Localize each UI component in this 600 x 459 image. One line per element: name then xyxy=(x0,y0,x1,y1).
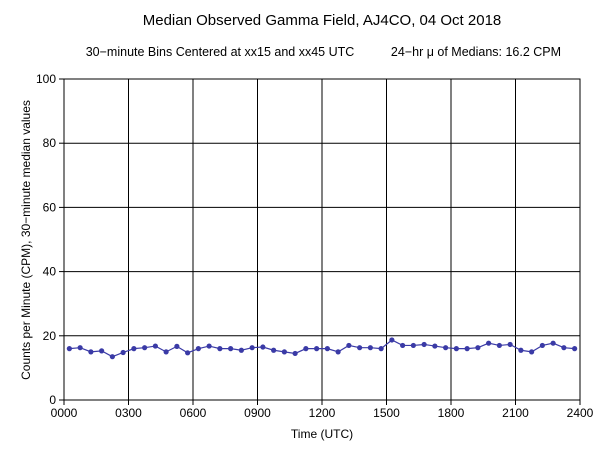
x-tick-label: 1200 xyxy=(309,406,336,420)
chart-subtitle-right: 24−hr μ of Medians: 16.2 CPM xyxy=(391,45,561,59)
data-point xyxy=(421,341,427,348)
data-point xyxy=(152,343,158,349)
data-point xyxy=(185,350,191,356)
data-point xyxy=(163,349,169,355)
data-point xyxy=(195,346,201,352)
x-axis-label: Time (UTC) xyxy=(291,427,353,441)
x-axis-ticks: 0000 0300 0600 0900 1200 1500 1800 2100 2400 xyxy=(51,400,594,420)
chart-grid xyxy=(64,79,580,400)
data-point xyxy=(131,346,137,352)
data-point xyxy=(281,349,287,355)
data-point xyxy=(99,348,105,354)
data-point xyxy=(550,340,556,346)
data-point xyxy=(206,343,212,349)
data-point xyxy=(174,343,180,349)
x-tick-label: 2100 xyxy=(502,406,529,420)
data-point xyxy=(572,346,578,352)
x-tick-label: 0600 xyxy=(180,406,207,420)
data-point xyxy=(539,342,545,349)
data-series xyxy=(66,337,578,360)
data-point xyxy=(367,345,373,351)
x-tick-label: 0900 xyxy=(244,406,271,420)
data-point xyxy=(142,345,148,351)
data-point xyxy=(561,345,567,351)
data-point xyxy=(464,346,470,352)
y-tick-label: 0 xyxy=(49,393,56,407)
data-point xyxy=(324,346,330,352)
data-point xyxy=(88,349,94,355)
data-point xyxy=(518,347,524,353)
data-point xyxy=(120,349,126,356)
x-tick-label: 1800 xyxy=(438,406,465,420)
y-tick-label: 100 xyxy=(36,72,56,86)
data-point xyxy=(249,345,255,351)
data-point xyxy=(507,341,513,348)
data-point xyxy=(217,346,223,352)
y-tick-label: 40 xyxy=(43,265,57,279)
data-point xyxy=(486,340,492,346)
data-point xyxy=(271,347,277,353)
data-point xyxy=(303,346,309,352)
data-point xyxy=(238,347,244,353)
data-point xyxy=(389,337,395,343)
data-point xyxy=(496,342,502,349)
data-point xyxy=(453,346,459,352)
x-tick-label: 0300 xyxy=(115,406,142,420)
y-tick-label: 80 xyxy=(43,136,57,150)
data-point xyxy=(109,354,115,360)
data-point xyxy=(228,346,234,352)
chart-subtitle-left: 30−minute Bins Centered at xx15 and xx45… xyxy=(86,45,355,59)
y-tick-label: 20 xyxy=(43,329,57,343)
data-point xyxy=(529,349,535,355)
data-point xyxy=(314,346,320,352)
data-point xyxy=(335,349,341,355)
data-point xyxy=(443,345,449,351)
data-point xyxy=(260,344,266,350)
data-point xyxy=(292,350,298,357)
y-axis-ticks: 0 20 40 60 80 100 xyxy=(36,72,64,407)
data-point xyxy=(378,346,384,352)
data-point xyxy=(346,342,352,349)
data-point xyxy=(475,345,481,351)
x-tick-label: 2400 xyxy=(567,406,594,420)
y-axis-label: Counts per Minute (CPM), 30−minute media… xyxy=(19,100,33,380)
data-point xyxy=(400,342,406,349)
x-tick-label: 1500 xyxy=(373,406,400,420)
data-point xyxy=(410,342,416,349)
chart-title: Median Observed Gamma Field, AJ4CO, 04 O… xyxy=(143,12,502,29)
data-point xyxy=(77,345,83,351)
data-point xyxy=(432,343,438,349)
x-tick-label: 0000 xyxy=(51,406,78,420)
data-point xyxy=(357,345,363,351)
data-point xyxy=(66,346,72,352)
y-tick-label: 60 xyxy=(43,200,57,214)
